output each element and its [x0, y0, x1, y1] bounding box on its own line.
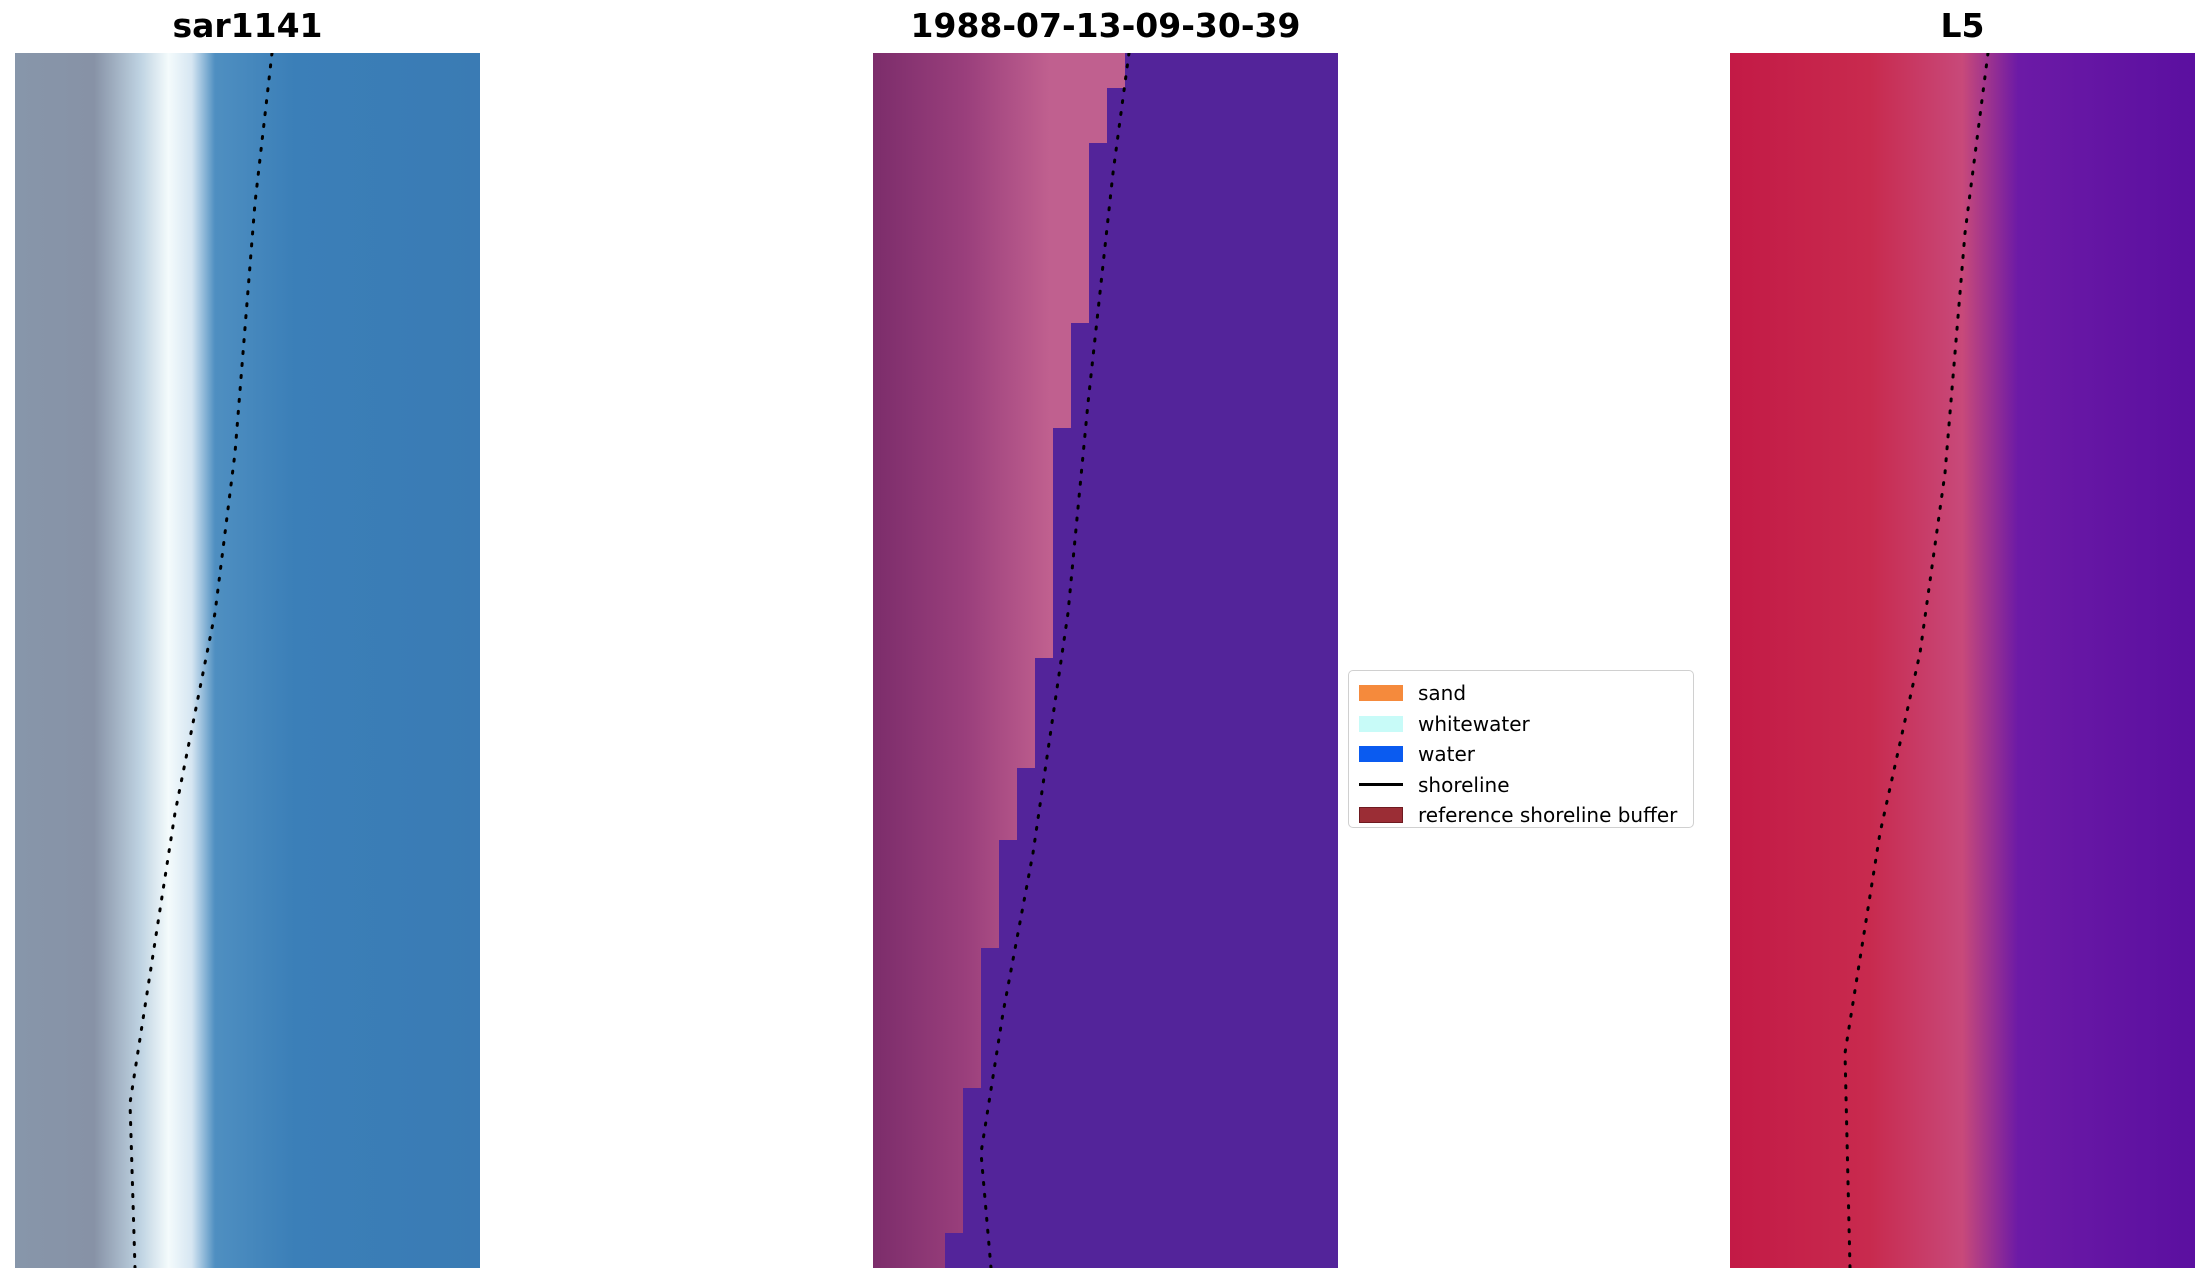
index-image-panel: [1730, 53, 2195, 1268]
legend-item-shoreline: shoreline: [1359, 770, 1683, 801]
water-area: [945, 53, 1338, 1268]
legend-label-whitewater: whitewater: [1418, 711, 1530, 736]
legend-label-reference-shoreline-buffer: reference shoreline buffer: [1418, 803, 1678, 828]
panel-title-index: L5: [1940, 6, 1985, 45]
index-image-background: [1730, 53, 2195, 1268]
reference-shoreline-buffer-swatch: [1359, 807, 1403, 824]
rgb-image-background: [15, 53, 480, 1268]
shoreline-dotted-line: [128, 53, 274, 1268]
shoreline-dotted-line: [1843, 53, 1990, 1268]
legend-label-water: water: [1418, 742, 1475, 767]
rgb-image-panel: [15, 53, 480, 1268]
panel-title-date: 1988-07-13-09-30-39: [910, 6, 1301, 45]
legend-item-whitewater: whitewater: [1359, 709, 1683, 740]
classified-image-panel: [873, 53, 1338, 1268]
legend-item-water: water: [1359, 739, 1683, 770]
water-swatch: [1359, 746, 1403, 763]
sand-swatch: [1359, 685, 1403, 702]
shoreline-dotted-line: [979, 53, 1131, 1268]
legend-item-reference-shoreline-buffer: reference shoreline buffer: [1359, 800, 1683, 831]
legend: sand whitewater water shoreline referenc…: [1348, 670, 1694, 828]
shoreline-line-swatch: [1359, 783, 1403, 787]
legend-label-sand: sand: [1418, 681, 1467, 706]
panel-title-rgb: sar1141: [172, 6, 323, 45]
whitewater-swatch: [1359, 715, 1403, 732]
legend-label-shoreline: shoreline: [1418, 772, 1510, 797]
legend-item-sand: sand: [1359, 678, 1683, 709]
